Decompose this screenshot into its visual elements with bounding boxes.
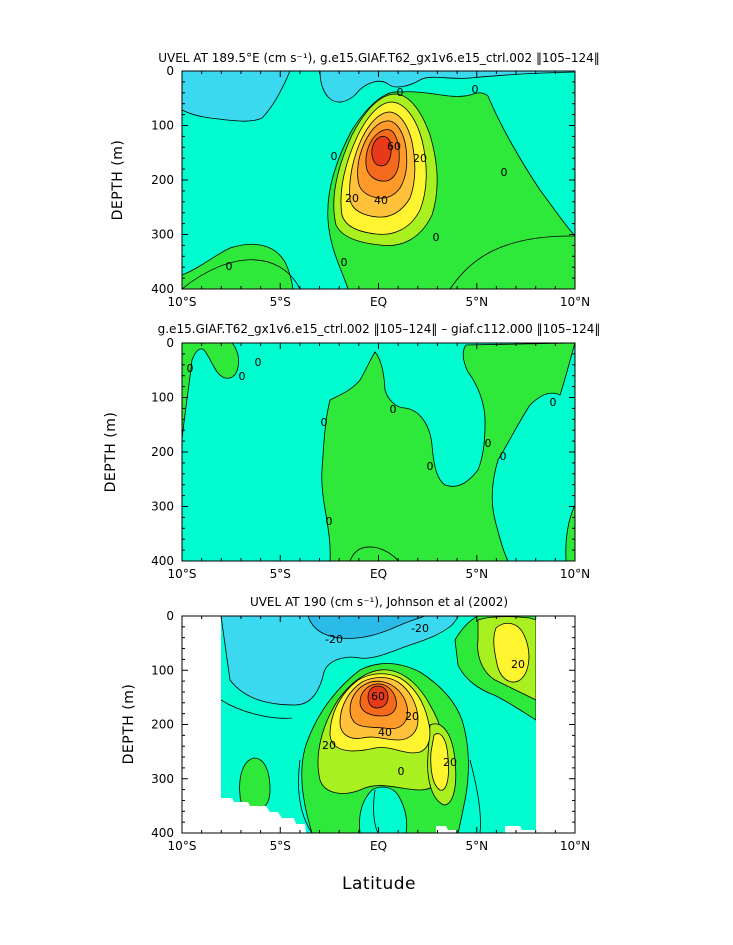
x-tick-label: 10°N xyxy=(560,567,590,581)
y-tick-label: 200 xyxy=(151,173,174,187)
x-tick-label: 5°S xyxy=(270,567,291,581)
p2-clabel-9: 0 xyxy=(255,356,262,369)
p1-clabel-2: 0 xyxy=(472,83,479,96)
p1-clabel-5: 0 xyxy=(433,231,440,244)
p1-fill-ltblue-left xyxy=(182,71,291,122)
p1-contour-extra xyxy=(182,235,575,289)
panel1-ylabel: DEPTH (m) xyxy=(110,140,126,221)
p3-clabel-8: 40 xyxy=(378,726,392,739)
x-tick-label: 5°S xyxy=(270,839,291,853)
p1-clabel-11: 60 xyxy=(387,140,401,153)
p2-clabel-6: 0 xyxy=(500,450,507,463)
p3-clabel-9: 60 xyxy=(371,690,385,703)
x-tick-label: EQ xyxy=(370,295,387,309)
panel-model-difference: g.e15.GIAF.T62_gx1v6.e15_ctrl.002 ‖105–1… xyxy=(103,322,600,581)
panel-model-uvel: UVEL AT 189.5°E (cm s⁻¹), g.e15.GIAF.T62… xyxy=(110,51,600,309)
x-tick-label: 10°S xyxy=(168,839,197,853)
y-tick-label: 300 xyxy=(151,228,174,242)
x-tick-label: 10°S xyxy=(168,567,197,581)
y-tick-label: 300 xyxy=(151,500,174,514)
panel2-contour-fills xyxy=(182,343,575,561)
p3-fill-white-br xyxy=(436,826,536,833)
p1-fill-ltblue xyxy=(182,71,575,103)
p3-fill-ltblue xyxy=(221,616,459,706)
p2-clabel-5: 0 xyxy=(485,437,492,450)
x-tick-label: 5°S xyxy=(270,295,291,309)
p3-clabel-7: 20 xyxy=(511,658,525,671)
panel-observed-uvel: UVEL AT 190 (cm s⁻¹), Johnson et al (200… xyxy=(121,595,590,894)
x-tick-label: EQ xyxy=(370,567,387,581)
y-tick-label: 400 xyxy=(151,554,174,568)
p3-fill-white-bl xyxy=(221,798,306,833)
panel3-ylabel: DEPTH (m) xyxy=(121,684,137,765)
panel2-ticks: 10°S 5°S EQ 5°N 10°N 0 100 200 300 400 xyxy=(151,336,590,581)
p3-contour-extra xyxy=(221,699,481,833)
p1-fill-green-bl xyxy=(182,243,294,289)
panel1-contour-fills xyxy=(182,71,575,289)
panel3-contour-fills xyxy=(221,616,536,833)
y-tick-label: 100 xyxy=(151,663,174,677)
p2-clabel-2: 0 xyxy=(321,416,328,429)
panel2-ylabel: DEPTH (m) xyxy=(103,412,119,493)
p1-clabel-8: 20 xyxy=(413,152,427,165)
y-tick-label: 0 xyxy=(166,336,174,350)
p2-fill-green-left xyxy=(182,343,239,441)
p1-clabel-7: 0 xyxy=(226,260,233,273)
y-tick-label: 0 xyxy=(166,64,174,78)
p1-fill-red xyxy=(371,136,392,167)
x-axis-label: Latitude xyxy=(342,874,416,894)
y-tick-label: 0 xyxy=(166,609,174,623)
p1-clabel-9: 20 xyxy=(345,192,359,205)
p3-fill-cyan-core xyxy=(359,786,408,833)
panel2-title: g.e15.GIAF.T62_gx1v6.e15_ctrl.002 ‖105–1… xyxy=(158,322,601,336)
p1-clabel-6: 0 xyxy=(341,256,348,269)
panel1-title: UVEL AT 189.5°E (cm s⁻¹), g.e15.GIAF.T62… xyxy=(158,51,600,65)
x-tick-label: 10°N xyxy=(560,295,590,309)
p2-clabel-1: 0 xyxy=(239,370,246,383)
y-tick-label: 300 xyxy=(151,772,174,786)
p2-fill-green-bottom xyxy=(349,546,399,561)
y-tick-label: 400 xyxy=(151,282,174,296)
y-tick-label: 100 xyxy=(151,391,174,405)
p3-fill-yellow-side xyxy=(430,733,449,791)
p3-clabel-1: -20 xyxy=(325,633,343,646)
p1-clabel-4: 0 xyxy=(331,150,338,163)
p3-clabel-6: 20 xyxy=(443,756,457,769)
y-tick-label: 400 xyxy=(151,826,174,840)
x-tick-label: 5°N xyxy=(465,295,488,309)
x-tick-label: 5°N xyxy=(465,567,488,581)
panel3-title: UVEL AT 190 (cm s⁻¹), Johnson et al (200… xyxy=(250,595,508,609)
x-tick-label: 10°N xyxy=(560,839,590,853)
p2-clabel-3: 0 xyxy=(390,403,397,416)
p3-clabel-4: 20 xyxy=(322,739,336,752)
p2-clabel-10: 0 xyxy=(187,362,194,375)
p3-clabel-5: 20 xyxy=(405,710,419,723)
y-tick-label: 100 xyxy=(151,119,174,133)
p3-clabel-2: -20 xyxy=(411,622,429,635)
y-tick-label: 200 xyxy=(151,445,174,459)
p2-clabel-7: 0 xyxy=(550,396,557,409)
x-tick-label: 10°S xyxy=(168,295,197,309)
y-tick-label: 200 xyxy=(151,718,174,732)
x-tick-label: 5°N xyxy=(465,839,488,853)
p3-fill-red-main xyxy=(367,685,389,709)
p2-clabel-4: 0 xyxy=(427,460,434,473)
p1-clabel-1: 0 xyxy=(397,86,404,99)
p3-fill-yellow-right xyxy=(493,622,530,683)
p1-clabel-3: 0 xyxy=(501,166,508,179)
p2-fill-green-central xyxy=(321,343,575,561)
p2-clabel-8: 0 xyxy=(326,515,333,528)
x-tick-label: EQ xyxy=(370,839,387,853)
p3-clabel-3: 0 xyxy=(398,765,405,778)
p1-clabel-10: 40 xyxy=(374,194,388,207)
